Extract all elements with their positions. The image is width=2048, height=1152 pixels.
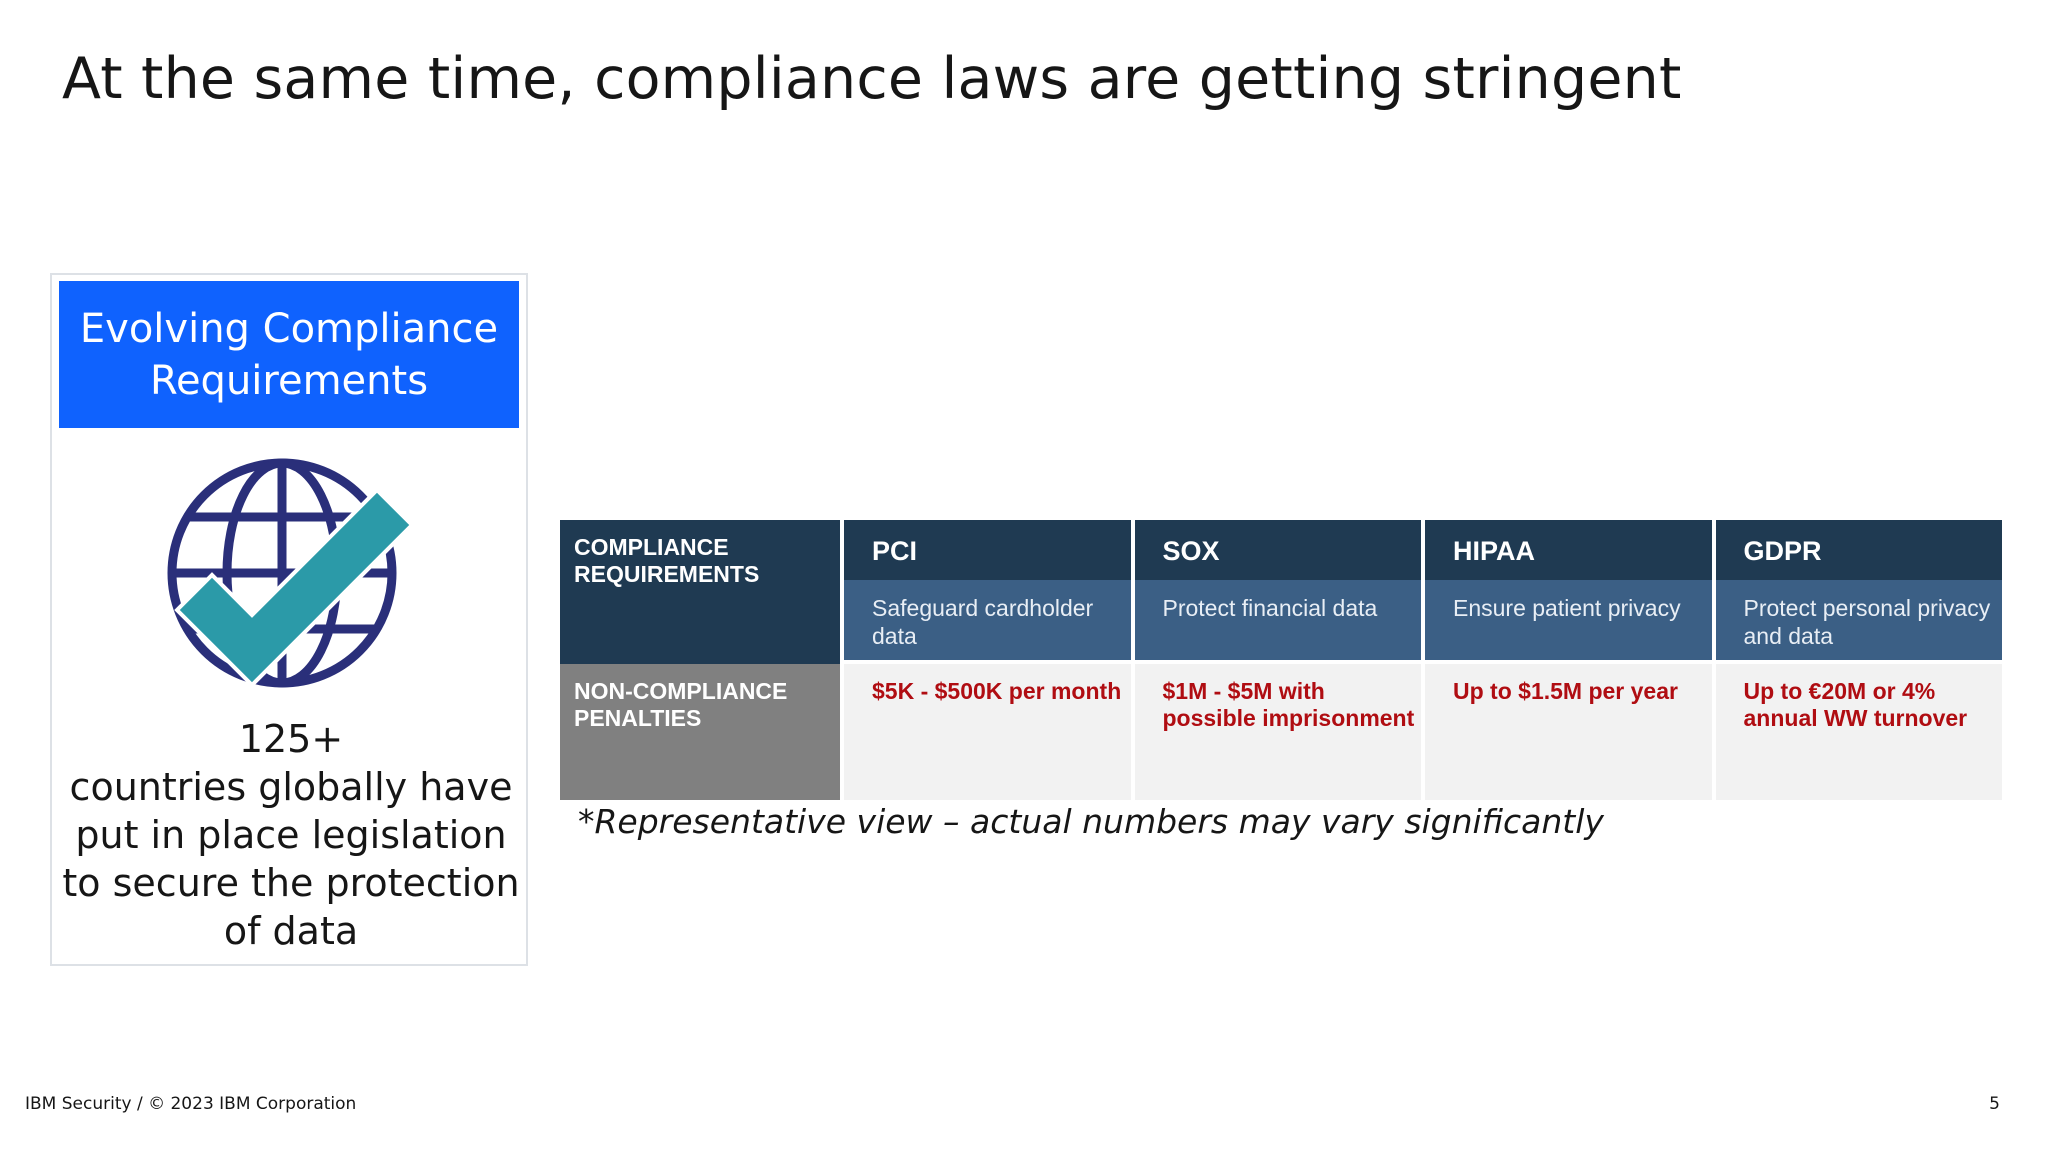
card-header: Evolving Compliance Requirements	[59, 281, 519, 428]
penalty-gdpr: Up to €20M or 4% annual WW turnover	[1715, 664, 2002, 800]
column-header-hipaa: HIPAA	[1425, 520, 1712, 580]
column-header-sox: SOX	[1134, 520, 1421, 580]
row-label-penalties: NON-COMPLIANCE PENALTIES	[560, 664, 840, 800]
requirement-hipaa: Ensure patient privacy	[1425, 580, 1712, 664]
compliance-card: Evolving Compliance Requirements 125+ co…	[50, 273, 528, 966]
footer-text: IBM Security / © 2023 IBM Corporation	[25, 1094, 357, 1114]
requirement-pci: Safeguard cardholder data	[844, 580, 1131, 664]
stat-text: countries globally have put in place leg…	[62, 765, 520, 953]
penalty-pci: $5K - $500K per month	[844, 664, 1131, 800]
requirement-sox: Protect financial data	[1134, 580, 1421, 664]
stat-number: 125+	[238, 717, 344, 761]
row-label-requirements: COMPLIANCE REQUIREMENTS	[560, 520, 840, 664]
compliance-table: COMPLIANCE REQUIREMENTS PCI SOX HIPAA GD…	[556, 520, 2006, 800]
card-header-text: Evolving Compliance Requirements	[79, 305, 499, 404]
stat-block: 125+ countries globally have put in plac…	[62, 715, 520, 955]
disclaimer-note: *Representative view – actual numbers ma…	[578, 802, 1604, 841]
column-header-gdpr: GDPR	[1715, 520, 2002, 580]
requirement-gdpr: Protect personal privacy and data	[1715, 580, 2002, 664]
penalty-hipaa: Up to $1.5M per year	[1425, 664, 1712, 800]
globe-check-icon	[167, 458, 415, 688]
penalty-sox: $1M - $5M with possible imprisonment	[1134, 664, 1421, 800]
slide-title: At the same time, compliance laws are ge…	[62, 46, 1682, 112]
column-header-pci: PCI	[844, 520, 1131, 580]
page-number: 5	[1989, 1094, 2000, 1114]
